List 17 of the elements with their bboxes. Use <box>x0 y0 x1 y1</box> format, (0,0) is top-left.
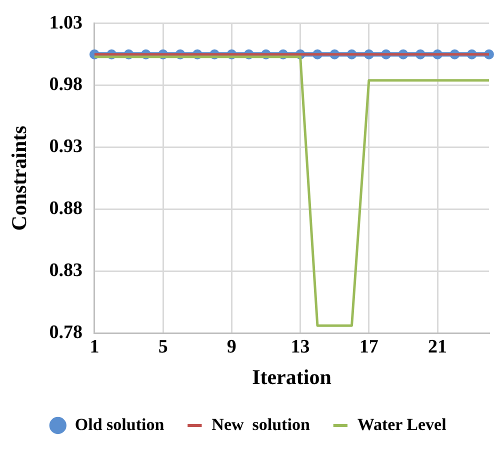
x-tick-label: 13 <box>290 336 310 358</box>
x-axis-title: Iteration <box>252 364 332 389</box>
y-tick-label: 0.83 <box>49 260 82 281</box>
x-tick-label: 1 <box>90 336 100 358</box>
legend-label: Water Level <box>357 414 447 434</box>
x-tick-label: 21 <box>428 336 448 358</box>
y-tick-label: 0.93 <box>49 136 82 158</box>
y-axis-title: Constraints <box>7 126 32 231</box>
y-tick-label: 0.78 <box>49 322 82 343</box>
legend-label: Old solution <box>74 414 165 434</box>
y-tick-label: 0.98 <box>49 74 82 96</box>
legend-label: New solution <box>212 414 310 434</box>
x-tick-label: 9 <box>226 336 236 358</box>
y-tick-label: 1.03 <box>49 12 82 34</box>
x-tick-label: 17 <box>359 336 379 358</box>
x-tick-label: 5 <box>158 336 168 358</box>
y-tick-label: 0.88 <box>49 198 82 220</box>
